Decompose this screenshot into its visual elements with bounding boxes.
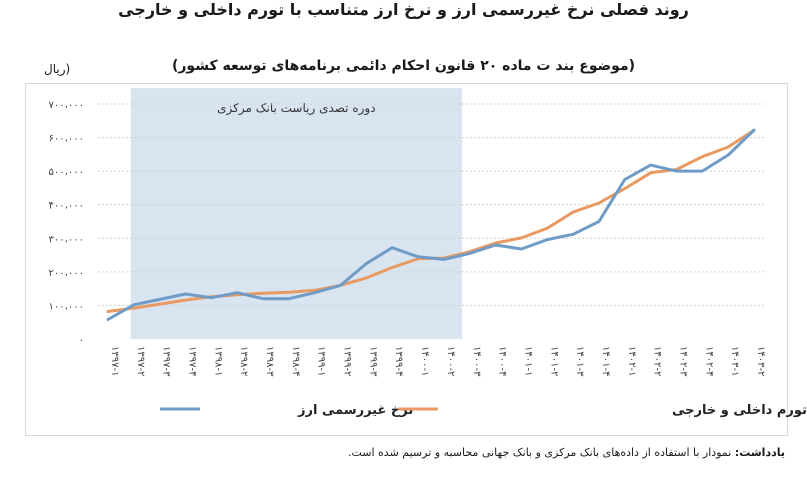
x-tick-label: ۱۴۰۲-۲ bbox=[652, 346, 663, 376]
legend-label-1: نرخ غیررسمی ارز bbox=[297, 403, 413, 418]
shaded-period-label: دوره تصدی ریاست بانک مرکزی bbox=[217, 101, 375, 116]
footnote-text: نمودار با استفاده از داده‌های بانک مرکزی… bbox=[347, 446, 732, 459]
x-tick-label: ۱۴۰۱-۴ bbox=[600, 346, 611, 376]
x-tick-label: ۱۴۰۰-۴ bbox=[497, 346, 508, 376]
y-axis-unit-label: (ریال bbox=[44, 62, 71, 76]
x-tick-label: ۱۴۰۱-۲ bbox=[548, 346, 559, 376]
x-tick-label: ۱۴۰۳-۲ bbox=[755, 346, 766, 376]
x-tick-label: ۱۴۰۰-۱ bbox=[419, 346, 430, 376]
x-tick-label: ۱۴۰۱-۱ bbox=[522, 346, 533, 376]
x-tick-label: ۱۴۰۲-۳ bbox=[677, 346, 688, 377]
y-tick-label: ۵۰۰،۰۰۰ bbox=[49, 167, 84, 178]
x-tick-label: ۱۳۹۷-۲ bbox=[135, 346, 146, 376]
x-tick-label: ۱۳۹۹-۳ bbox=[367, 346, 378, 377]
y-tick-label: ۱۰۰،۰۰۰ bbox=[49, 301, 84, 312]
y-tick-label: ۶۰۰،۰۰۰ bbox=[49, 134, 84, 145]
footnote: یادداشت: نمودار با استفاده از داده‌های ب… bbox=[348, 446, 785, 459]
x-tick-label: ۱۳۹۷-۱ bbox=[109, 346, 120, 376]
y-tick-label: ۲۰۰،۰۰۰ bbox=[49, 268, 84, 279]
y-tick-label: ۷۰۰،۰۰۰ bbox=[49, 100, 84, 111]
x-tick-label: ۱۴۰۱-۳ bbox=[574, 346, 585, 377]
x-tick-label: ۱۳۹۷-۳ bbox=[161, 346, 172, 377]
legend-label-2: نرخ ارز متناسب با تورم داخلی و خارجی bbox=[672, 403, 807, 418]
chart-title: روند فصلی نرخ غیررسمی ارز و نرخ ارز متنا… bbox=[118, 0, 689, 19]
x-tick-label: ۱۳۹۸-۴ bbox=[290, 346, 301, 376]
series-line-1 bbox=[106, 128, 756, 321]
footnote-label: یادداشت: bbox=[734, 446, 785, 459]
y-tick-label: ۳۰۰،۰۰۰ bbox=[49, 234, 84, 245]
y-tick-label: ۰ bbox=[79, 335, 84, 346]
x-tick-label: ۱۴۰۰-۳ bbox=[471, 346, 482, 377]
x-tick-label: ۱۳۹۸-۳ bbox=[264, 346, 275, 377]
x-tick-label: ۱۳۹۹-۱ bbox=[316, 346, 327, 376]
x-tick-label: ۱۳۹۸-۱ bbox=[212, 346, 223, 376]
y-tick-label: ۴۰۰،۰۰۰ bbox=[49, 201, 84, 212]
x-tick-label: ۱۳۹۹-۴ bbox=[393, 346, 404, 376]
x-tick-label: ۱۳۹۸-۲ bbox=[238, 346, 249, 376]
x-tick-label: ۱۴۰۳-۱ bbox=[729, 346, 740, 376]
x-tick-label: ۱۴۰۲-۴ bbox=[703, 346, 714, 376]
chart-area bbox=[25, 83, 788, 436]
chart-subtitle: (موضوع بند ت ماده ۲۰ قانون احکام دائمی ب… bbox=[171, 58, 636, 74]
x-tick-label: ۱۳۹۹-۲ bbox=[342, 346, 353, 376]
x-tick-label: ۱۳۹۷-۴ bbox=[187, 346, 198, 376]
x-tick-label: ۱۴۰۲-۱ bbox=[626, 346, 637, 376]
x-tick-label: ۱۴۰۰-۲ bbox=[445, 346, 456, 376]
